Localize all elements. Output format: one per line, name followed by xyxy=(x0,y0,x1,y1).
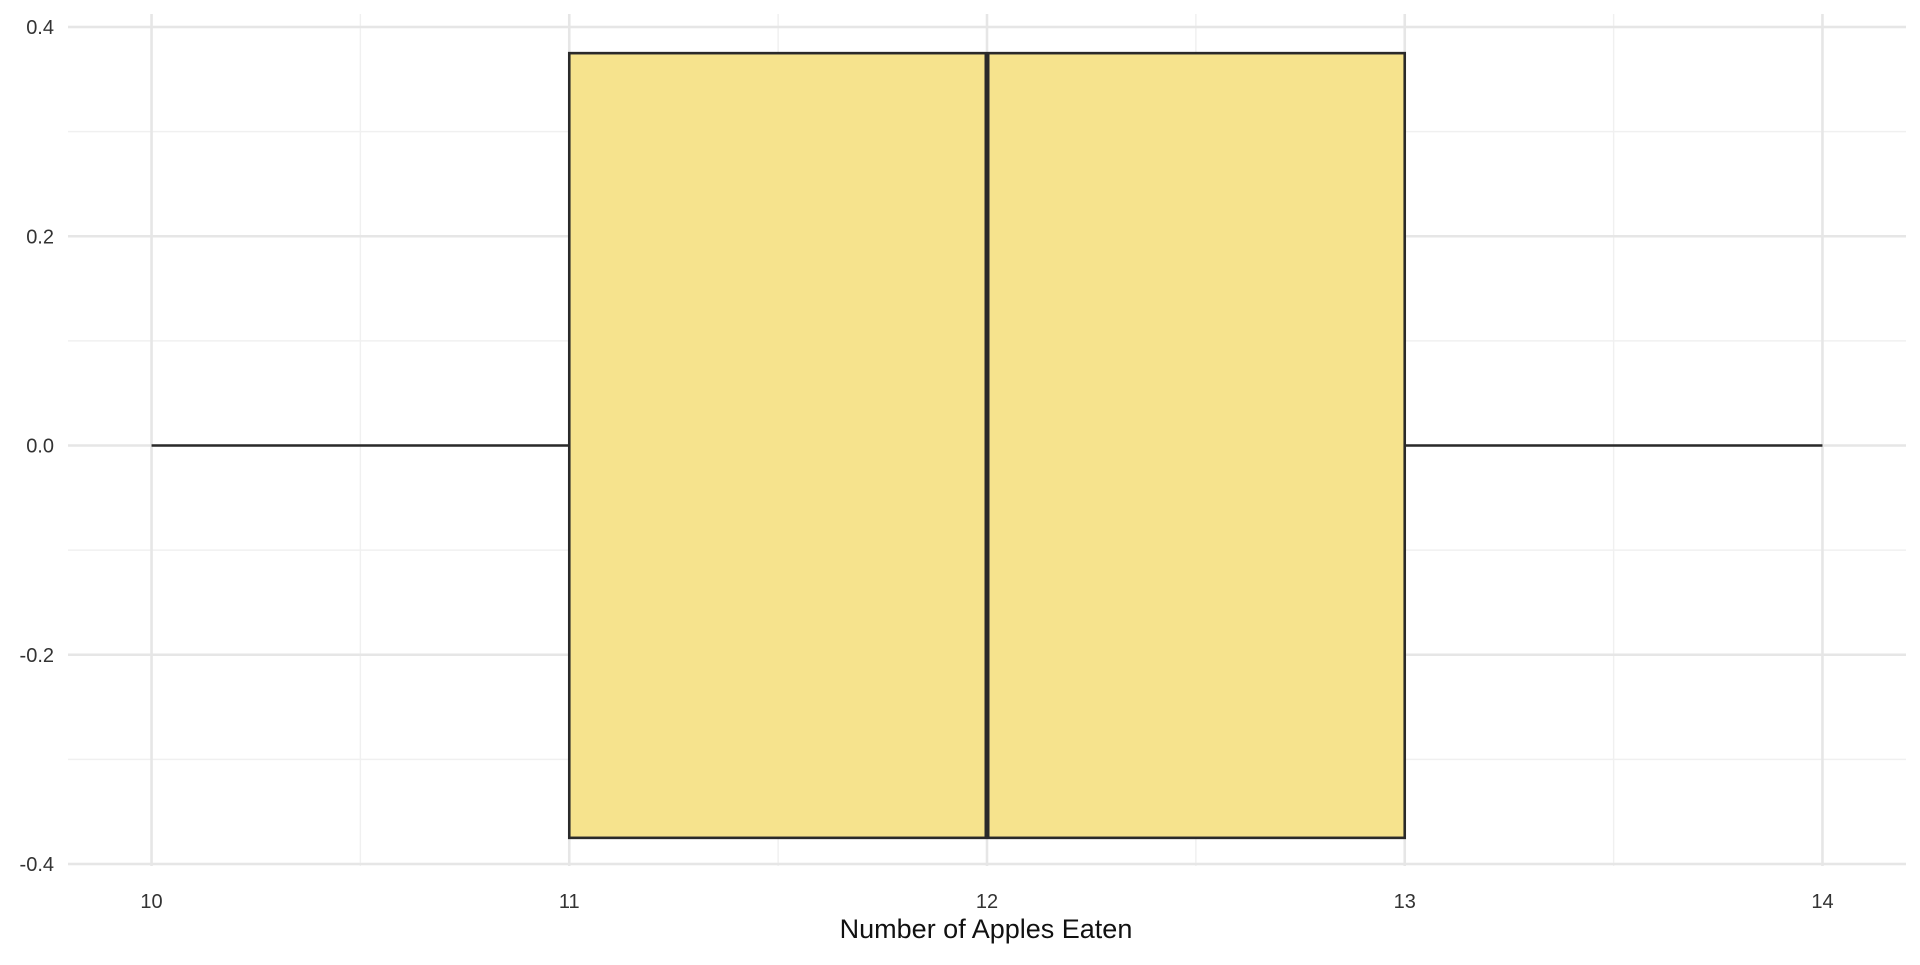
y-tick-label: 0.2 xyxy=(26,226,54,248)
x-tick-label: 11 xyxy=(559,891,580,913)
x-axis-title: Number of Apples Eaten xyxy=(840,914,1133,944)
axis-layer: 10 11 12 13 14 -0.4 -0.2 0.0 0.2 0.4 xyxy=(20,17,1834,913)
marks-layer xyxy=(151,51,1823,840)
x-tick-label: 12 xyxy=(976,891,998,913)
y-tick-label: -0.2 xyxy=(20,645,54,667)
x-tick-label: 14 xyxy=(1811,891,1833,913)
y-tick-label: 0.4 xyxy=(26,17,54,39)
y-tick-label: 0.0 xyxy=(26,436,54,458)
x-tick-label: 10 xyxy=(140,891,162,913)
x-tick-label: 13 xyxy=(1394,891,1416,913)
y-tick-label: -0.4 xyxy=(20,854,54,876)
